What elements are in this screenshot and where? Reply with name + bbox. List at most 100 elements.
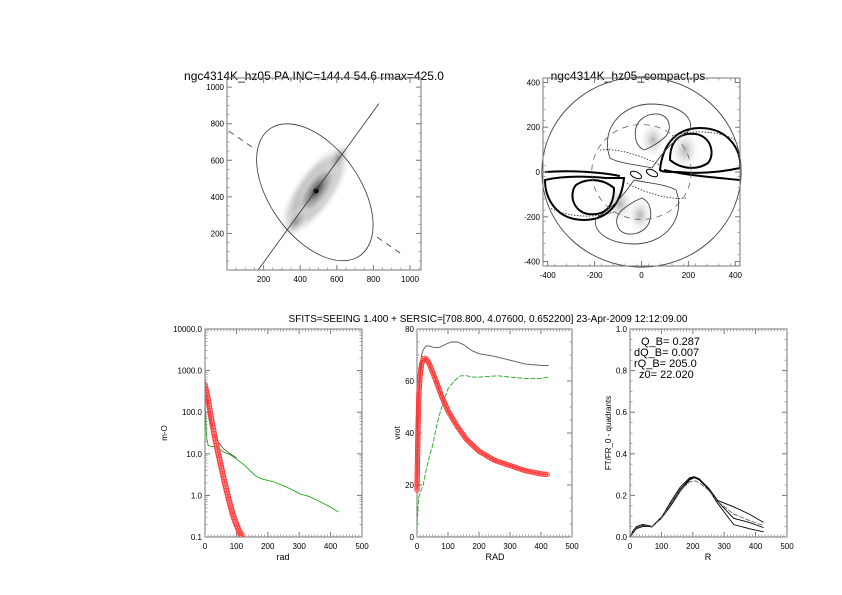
y-tick-label: 0.8 — [616, 367, 628, 376]
x-tick-label: 100 — [441, 542, 455, 551]
series-marker — [476, 448, 482, 454]
torque-profile-xlabel: R — [705, 552, 712, 562]
series-marker — [479, 450, 485, 456]
outer-radius-circle — [541, 76, 742, 268]
x-tick-label: 300 — [293, 542, 307, 551]
series-marker — [453, 422, 460, 428]
x-tick-label: -200 — [587, 271, 604, 280]
rotation-curve-ylabel: vrot — [393, 426, 402, 440]
y-tick-label: 1.0 — [191, 491, 203, 500]
x-tick-label: 500 — [780, 542, 794, 551]
y-tick-label: 0.2 — [616, 491, 628, 500]
contour-thin-n-outer — [606, 103, 692, 169]
x-tick-label: 800 — [367, 275, 381, 284]
x-tick-label: 400 — [729, 271, 743, 280]
annotation-rq-b: rQ_B= 205.0 — [634, 358, 697, 370]
series-marker — [484, 453, 491, 459]
contour-dotted-ne — [599, 131, 737, 166]
contour-map-title: ngc4314K_hz05_compact.ps — [551, 69, 706, 83]
series-quadrant-1-line — [629, 476, 764, 538]
minor-axis-dashed-line — [376, 236, 402, 254]
contour-thick-sw-outer — [543, 175, 626, 222]
y-tick-label: 20 — [405, 481, 414, 490]
x-tick-label: 100 — [655, 542, 669, 551]
series-marker — [445, 408, 451, 414]
y-tick-label: 600 — [211, 156, 225, 165]
y-tick-label: -200 — [524, 213, 541, 222]
y-tick-label: 10000.0 — [173, 325, 202, 334]
series-marker — [451, 418, 457, 424]
series-disk-line — [205, 399, 339, 513]
y-tick-label: 400 — [527, 78, 541, 87]
series-marker — [489, 455, 495, 462]
annotation-q-b: Q_B= 0.287 — [641, 336, 700, 348]
x-tick-label: 100 — [230, 542, 244, 551]
x-tick-label: 500 — [355, 542, 369, 551]
x-tick-label: 0 — [639, 271, 644, 280]
contour-thick-sw-inner — [571, 179, 616, 216]
series-marker — [449, 415, 455, 421]
series-marker — [447, 412, 454, 418]
y-tick-label: 400 — [211, 193, 225, 202]
rotation-curve-xlabel: RAD — [485, 552, 505, 562]
series-marker — [480, 451, 486, 457]
y-tick-label: 1000.0 — [178, 367, 203, 376]
x-tick-label: 400 — [749, 542, 763, 551]
contour-thick-band-west — [544, 170, 621, 177]
series-marker — [425, 358, 431, 365]
contour-center-loop-1 — [629, 170, 643, 180]
series-marker — [448, 413, 455, 420]
y-tick-label: 0.6 — [616, 408, 628, 417]
major-axis-line — [257, 103, 380, 270]
fit-parameters-title: SFITS=SEEING 1.400 + SERSIC=[708.800, 4.… — [289, 314, 688, 325]
series-marker — [424, 357, 430, 363]
series-marker — [452, 419, 458, 425]
series-quadrant-2-line — [629, 477, 764, 538]
y-tick-label: 800 — [211, 120, 225, 129]
galaxy-image-title: ngc4314K_hz05 PA,INC=144.4 54.6 rmax=425… — [184, 69, 444, 83]
torque-profile-ylabel: FT/FR_0 - quadrants — [604, 396, 613, 470]
y-tick-label: 0.0 — [616, 533, 628, 542]
galaxy-image-panel: ngc4314K_hz05 PA,INC=144.4 54.6 rmax=425… — [184, 69, 444, 284]
minor-axis-dashed-line — [228, 130, 253, 148]
series-marker — [425, 360, 432, 366]
series-bulge-line — [205, 384, 244, 537]
y-tick-label: 0 — [410, 533, 415, 542]
x-tick-label: 200 — [682, 271, 696, 280]
series-disk-line — [416, 375, 549, 525]
series-bulge-line — [416, 357, 549, 491]
fit-ellipse — [256, 123, 374, 262]
contour-thin-s-outer — [594, 179, 680, 245]
x-tick-label: 400 — [324, 542, 338, 551]
surface-brightness-xlabel: rad — [276, 552, 289, 562]
series-mean-line — [629, 480, 764, 538]
y-tick-label: 0.4 — [616, 450, 628, 459]
y-tick-label: 200 — [211, 229, 225, 238]
y-tick-label: 10.0 — [186, 450, 202, 459]
series-marker — [477, 449, 484, 455]
series-marker — [481, 451, 488, 458]
galaxy-overlay — [228, 103, 402, 270]
contour-map-panel: ngc4314K_hz05_compact.ps — [524, 69, 743, 280]
contour-thin-s-inner — [616, 197, 652, 235]
y-tick-label: 40 — [405, 429, 414, 438]
y-tick-label: 0 — [536, 168, 541, 177]
x-tick-label: 200 — [686, 542, 700, 551]
series-marker — [450, 416, 456, 423]
series-marker — [447, 411, 453, 417]
annotation-dq-b: dQ_B= 0.007 — [634, 347, 699, 359]
contour-center-loop-2 — [645, 168, 659, 178]
y-tick-label: -400 — [524, 258, 541, 267]
x-tick-label: 300 — [503, 542, 517, 551]
x-tick-label: 400 — [294, 275, 308, 284]
y-tick-label: 200 — [527, 123, 541, 132]
inner-dashed-circle — [591, 124, 692, 220]
series-quadrant-3-line — [629, 476, 764, 538]
surface-brightness-panel: 0 100 200 300 400 500 0.1 1.0 10.0 100.0 1000.0 100… — [160, 325, 369, 562]
y-tick-label: 80 — [405, 325, 414, 334]
x-tick-label: 200 — [257, 275, 271, 284]
x-tick-label: 200 — [472, 542, 486, 551]
x-tick-label: 300 — [718, 542, 732, 551]
x-tick-label: -400 — [540, 271, 557, 280]
